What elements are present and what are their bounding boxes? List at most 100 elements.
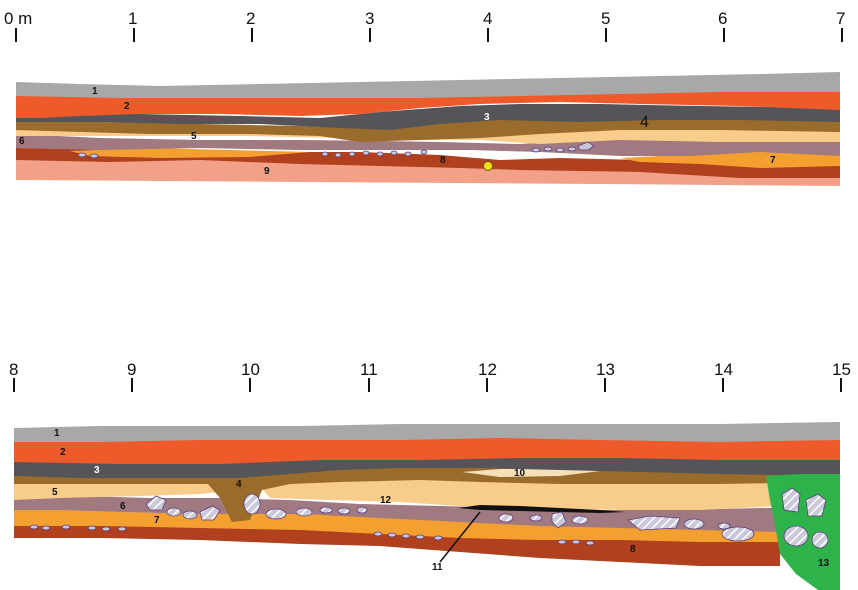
stone — [567, 146, 577, 152]
layer-2 — [14, 436, 840, 464]
scale-label-15: 15 — [832, 360, 851, 379]
stone — [41, 525, 51, 531]
section-2: 8 9 10 11 12 13 14 15 — [9, 360, 851, 590]
stone — [498, 513, 514, 523]
stone — [348, 151, 356, 157]
stone — [265, 508, 287, 520]
stone — [101, 526, 111, 532]
stone — [433, 535, 443, 541]
layer-label-12: 12 — [380, 495, 392, 506]
stone — [627, 515, 681, 531]
stone — [166, 507, 182, 517]
layer-label-7: 7 — [770, 155, 776, 166]
layer-11 — [458, 505, 626, 513]
stone — [61, 524, 71, 530]
stone — [376, 151, 384, 157]
layer-label-6: 6 — [19, 136, 25, 147]
stone — [557, 539, 567, 545]
layer-3 — [16, 104, 840, 130]
scale-label-3: 3 — [365, 9, 374, 28]
section-2-stones — [29, 487, 829, 549]
stone — [404, 151, 412, 157]
stone — [420, 149, 428, 155]
layer-10 — [462, 469, 600, 477]
stone — [334, 152, 342, 158]
stone — [571, 539, 581, 545]
scale-label-6: 6 — [718, 9, 727, 28]
scale-label-8: 8 — [9, 360, 18, 379]
layer-8 — [14, 524, 780, 566]
section-1-stones — [77, 141, 595, 171]
stone — [415, 534, 425, 540]
layer-label-1: 1 — [92, 86, 98, 97]
layer-label-2: 2 — [60, 447, 66, 458]
scale-label-7: 7 — [836, 9, 845, 28]
find-marker — [483, 161, 493, 171]
stone — [783, 525, 809, 547]
layer-label-4: 4 — [640, 114, 649, 131]
stone — [811, 531, 829, 549]
layer-11-leader-line — [439, 511, 481, 563]
stone — [89, 153, 99, 159]
section-2-scale: 8 9 10 11 12 13 14 15 — [9, 360, 851, 392]
stone — [781, 487, 801, 513]
section-1-scale: 0 m 1 2 3 4 5 6 7 — [4, 9, 845, 42]
stone — [387, 532, 397, 538]
layer-4 — [16, 116, 840, 142]
stone — [390, 150, 398, 156]
stone — [551, 511, 567, 529]
stone — [356, 506, 368, 514]
scale-label-4: 4 — [483, 9, 492, 28]
stone — [529, 514, 543, 522]
layer-label-10: 10 — [514, 468, 526, 479]
stone — [117, 526, 127, 532]
stone — [571, 515, 589, 525]
scale-label-2: 2 — [246, 9, 255, 28]
layer-label-7: 7 — [154, 515, 160, 526]
layer-label-8: 8 — [630, 544, 636, 555]
layer-6 — [14, 494, 780, 532]
stone — [362, 150, 370, 156]
layer-label-4: 4 — [236, 479, 242, 490]
stone — [555, 147, 565, 153]
layer-1 — [16, 72, 840, 98]
layer-label-1: 1 — [54, 428, 60, 439]
stone — [145, 495, 167, 511]
scale-label-5: 5 — [601, 9, 610, 28]
scale-label-0m: 0 m — [4, 9, 32, 28]
stone — [805, 493, 827, 517]
stone — [721, 526, 755, 542]
layer-label-5: 5 — [191, 131, 197, 142]
section-1-layers — [16, 72, 840, 186]
section-1-layer-labels: 1 2 3 4 5 6 7 8 9 — [19, 86, 776, 177]
stone — [401, 533, 411, 539]
layer-label-13: 13 — [818, 558, 830, 569]
section-1: 0 m 1 2 3 4 5 6 7 — [4, 9, 845, 186]
layer-label-3: 3 — [484, 112, 490, 123]
stone — [585, 540, 595, 546]
layer-label-2: 2 — [124, 101, 130, 112]
layer-7-lens-left — [70, 148, 310, 158]
layer-4 — [14, 466, 840, 522]
stone — [321, 151, 329, 157]
scale-label-14: 14 — [714, 360, 733, 379]
layer-label-3: 3 — [94, 465, 100, 476]
layer-label-11: 11 — [432, 562, 443, 573]
scale-label-10: 10 — [241, 360, 260, 379]
layer-label-9: 9 — [264, 166, 270, 177]
stone — [182, 510, 198, 520]
stone — [87, 525, 97, 531]
stone — [543, 146, 553, 152]
stone — [319, 506, 333, 514]
scale-label-11: 11 — [360, 360, 378, 379]
stone — [577, 141, 595, 151]
layer-label-8: 8 — [440, 155, 446, 166]
stone — [531, 147, 541, 153]
stone — [717, 522, 731, 530]
stone — [295, 507, 313, 517]
stone — [199, 505, 221, 521]
stone — [77, 152, 87, 158]
section-2-layer-labels: 1 2 3 4 5 6 7 12 10 11 8 13 — [52, 428, 830, 573]
